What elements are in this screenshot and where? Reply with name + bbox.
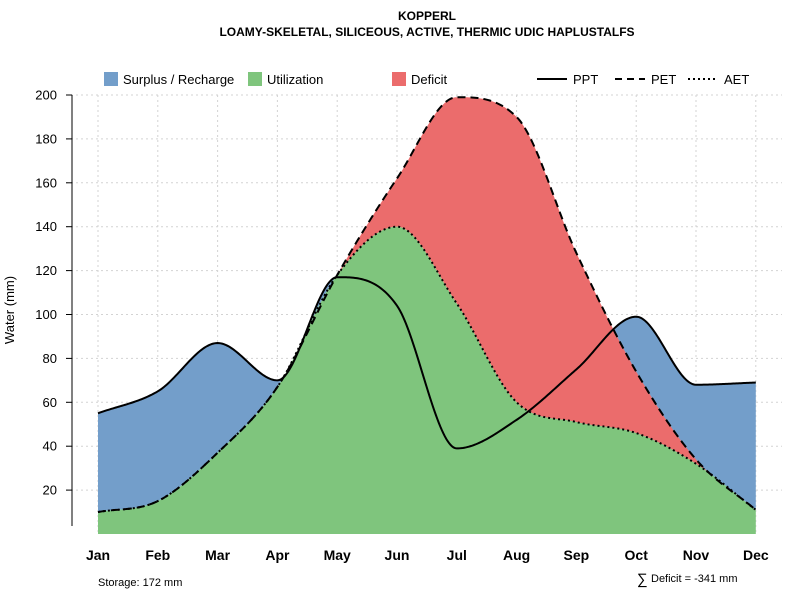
axes: 20 40 60 80 100 120 140 160 180 200 Jan Feb Mar Apr Ma… bbox=[35, 88, 769, 564]
deficit-note: Deficit = -341 mm bbox=[651, 573, 738, 585]
x-tick-label: Jan bbox=[86, 547, 110, 563]
legend-label-utilization: Utilization bbox=[267, 72, 323, 87]
legend-label-pet: PET bbox=[651, 72, 676, 87]
x-tick-label: Sep bbox=[564, 547, 590, 563]
x-tick-label: Nov bbox=[683, 547, 710, 563]
y-tick-label: 100 bbox=[35, 307, 57, 322]
y-tick-label: 140 bbox=[35, 219, 57, 234]
x-tick-label: Jun bbox=[385, 547, 410, 563]
chart-title: KOPPERL bbox=[398, 9, 456, 23]
deficit-sum-icon: ∑ bbox=[637, 571, 648, 588]
series-line-pet bbox=[97, 96, 757, 514]
y-tick-label: 40 bbox=[43, 439, 57, 454]
x-tick-label: Jul bbox=[447, 547, 467, 563]
water-balance-areas bbox=[98, 97, 756, 534]
area-utilization bbox=[98, 226, 756, 534]
x-tick-label: Aug bbox=[503, 547, 530, 563]
series-line-ppt bbox=[97, 276, 756, 450]
legend-label-surplus: Surplus / Recharge bbox=[123, 72, 234, 87]
x-tick-label: May bbox=[324, 547, 351, 563]
legend-swatch-deficit bbox=[392, 72, 406, 86]
y-tick-label: 80 bbox=[43, 351, 57, 366]
x-tick-label: Dec bbox=[743, 547, 769, 563]
y-tick-label: 60 bbox=[43, 395, 57, 410]
legend-swatch-utilization bbox=[248, 72, 262, 86]
legend-label-deficit: Deficit bbox=[411, 72, 448, 87]
series-line-aet bbox=[97, 225, 757, 514]
y-tick-label: 200 bbox=[35, 88, 57, 103]
series-lines bbox=[97, 96, 757, 514]
y-tick-label: 120 bbox=[35, 263, 57, 278]
y-axis-label: Water (mm) bbox=[2, 276, 17, 344]
chart-subtitle: LOAMY-SKELETAL, SILICEOUS, ACTIVE, THERM… bbox=[219, 25, 634, 39]
legend-label-ppt: PPT bbox=[573, 72, 598, 87]
y-tick-label: 180 bbox=[35, 131, 57, 146]
y-tick-label: 160 bbox=[35, 175, 57, 190]
legend-swatch-surplus bbox=[104, 72, 118, 86]
storage-note: Storage: 172 mm bbox=[98, 577, 182, 589]
legend: Surplus / Recharge Utilization Deficit P… bbox=[104, 72, 749, 87]
y-tick-label: 20 bbox=[43, 483, 57, 498]
legend-label-aet: AET bbox=[724, 72, 749, 87]
x-tick-label: Apr bbox=[265, 547, 290, 563]
x-tick-label: Feb bbox=[145, 547, 170, 563]
x-tick-label: Oct bbox=[625, 547, 649, 563]
x-tick-label: Mar bbox=[205, 547, 230, 563]
area-deficit bbox=[98, 97, 756, 513]
